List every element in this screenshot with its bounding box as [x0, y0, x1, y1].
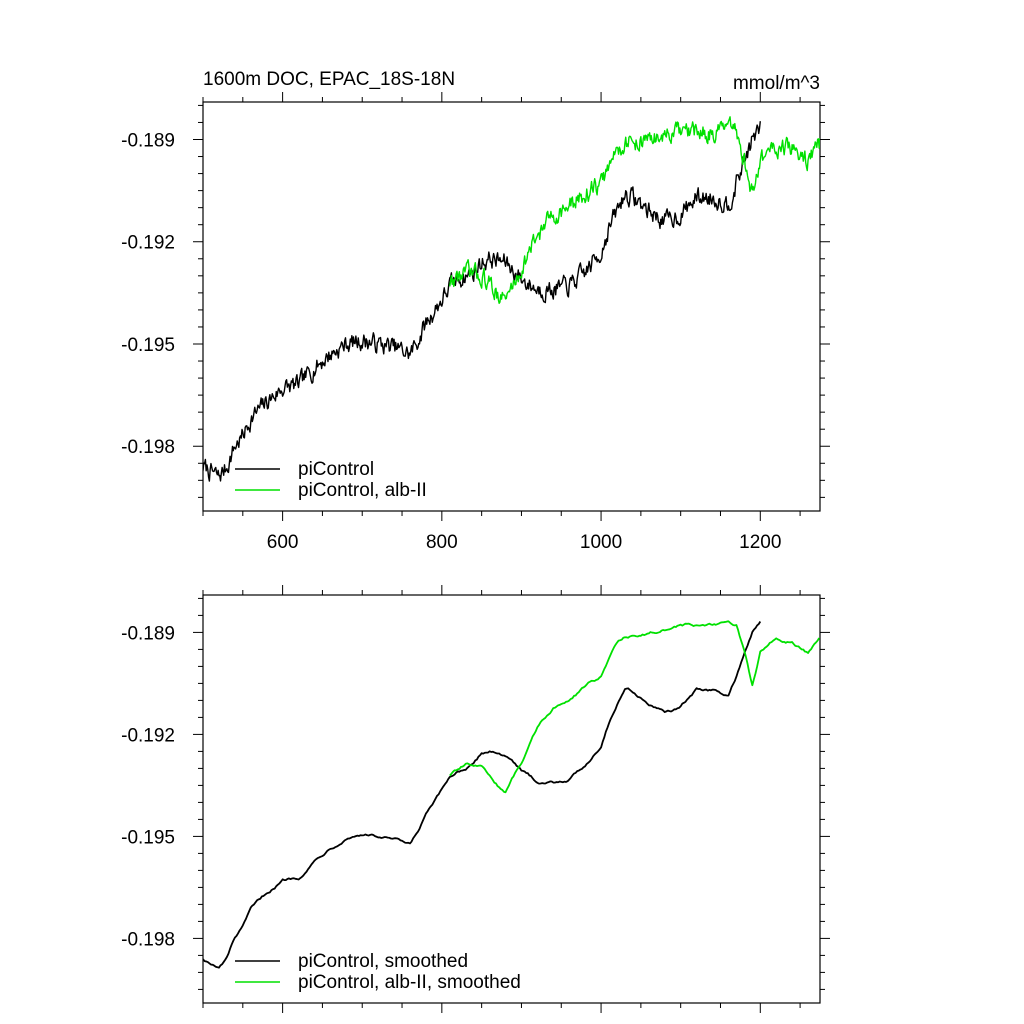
y-tick-label: -0.192 — [121, 233, 175, 254]
x-tick-label: 1000 — [580, 532, 622, 553]
figure-units: mmol/m^3 — [733, 73, 820, 94]
x-tick-label: 600 — [267, 532, 299, 553]
y-tick-label: -0.192 — [121, 725, 175, 746]
y-tick-label: -0.189 — [121, 130, 175, 151]
legend-label: piControl, smoothed — [298, 951, 468, 972]
panel-top-chart: 600 800 1000 1200 -0.198 -0.195 -0.192 -0.189 pi… — [121, 92, 830, 553]
legend-label: piControl, alb-II, smoothed — [298, 972, 521, 993]
legend-label: piControl, alb-II — [298, 480, 427, 501]
series-line-control — [203, 121, 761, 482]
series-line-alb — [449, 116, 820, 304]
figure-title: 1600m DOC, EPAC_18S-18N — [203, 69, 455, 90]
y-tick-label: -0.189 — [121, 623, 175, 644]
series-line-alb — [449, 620, 820, 794]
y-tick-label: -0.195 — [121, 827, 175, 848]
y-tick-label: -0.198 — [121, 929, 175, 950]
x-tick-label: 1200 — [739, 532, 781, 553]
panel-bottom-chart: -0.198 -0.195 -0.192 -0.189 piControl, smoot… — [121, 585, 830, 1013]
legend-label: piControl — [298, 459, 374, 480]
plot-frame — [202, 594, 821, 1004]
x-tick-label: 800 — [426, 532, 458, 553]
y-tick-label: -0.195 — [121, 335, 175, 356]
series-line-control — [203, 621, 762, 969]
plot-frame — [202, 101, 821, 512]
y-tick-label: -0.198 — [121, 437, 175, 458]
